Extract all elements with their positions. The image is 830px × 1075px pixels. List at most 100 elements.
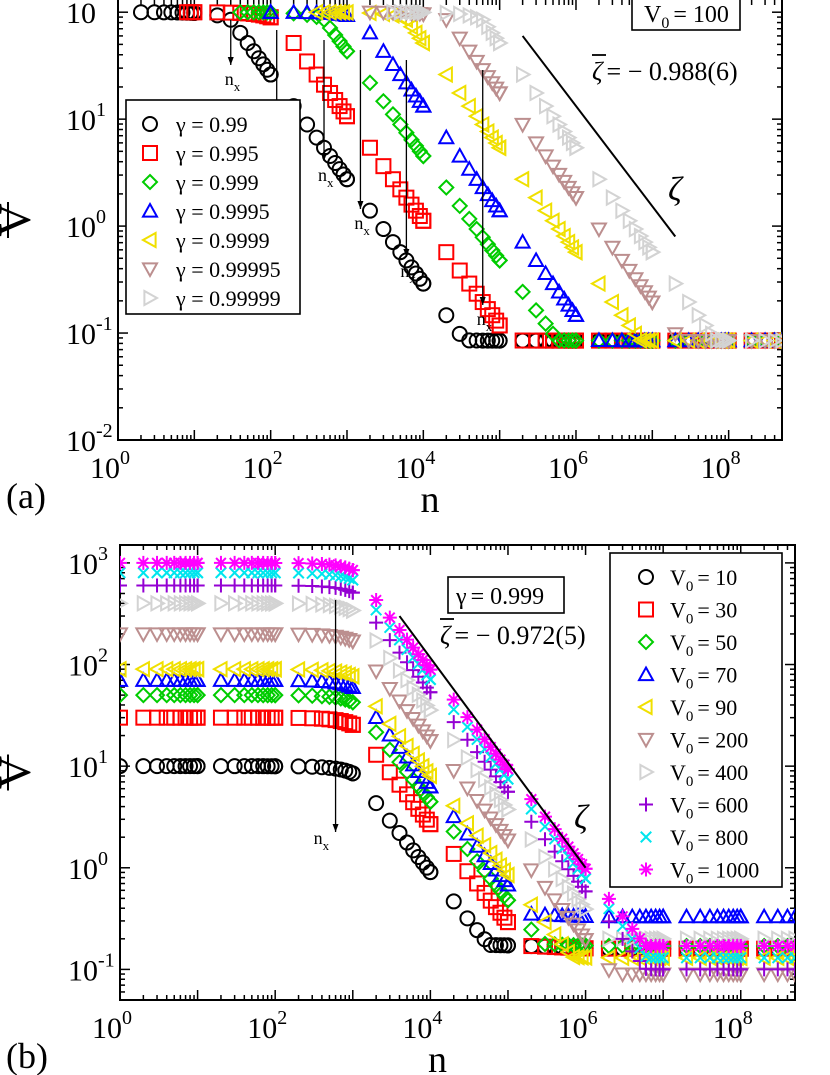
data-point-7	[615, 931, 630, 946]
nx-label: nx	[225, 69, 241, 94]
data-point-4	[444, 797, 461, 815]
data-point-5	[445, 764, 463, 780]
data-point-9	[470, 722, 485, 737]
data-point-6	[416, 3, 433, 22]
data-point-5	[499, 833, 517, 850]
data-point-8	[694, 951, 707, 964]
data-point-6	[575, 895, 592, 914]
data-point-7	[190, 578, 205, 593]
data-point-4	[367, 697, 383, 716]
data-point-6	[578, 900, 595, 918]
data-point-8	[292, 567, 305, 579]
data-point-0	[189, 758, 206, 775]
data-point-8	[731, 951, 744, 964]
data-point-6	[291, 594, 308, 613]
data-point-1	[120, 709, 128, 726]
data-point-2	[285, 4, 303, 22]
y-axis-label: V	[0, 203, 40, 236]
legend: γ = 0.99 γ = 0.995 γ = 0.999 γ = 0.9995 γ = …	[125, 99, 301, 315]
data-point-6	[548, 860, 564, 879]
data-point-6	[539, 97, 555, 115]
data-point-6	[615, 201, 632, 220]
data-point-5	[421, 734, 440, 750]
data-point-6	[136, 594, 153, 613]
data-point-9	[338, 560, 353, 575]
data-point-2	[514, 283, 532, 301]
data-point-9	[190, 555, 205, 570]
data-point-4	[262, 660, 279, 678]
legend-entry-6: V0 = 400	[670, 760, 748, 790]
data-point-3	[654, 907, 672, 924]
data-point-1	[381, 764, 398, 781]
data-point-0	[212, 758, 229, 775]
data-point-2	[560, 332, 578, 349]
data-point-7	[213, 578, 228, 593]
data-point-4	[486, 851, 503, 869]
data-point-3	[732, 907, 750, 924]
data-point-6	[768, 331, 782, 350]
nx-arrowhead	[357, 201, 364, 209]
data-point-8	[758, 951, 771, 964]
data-point-5	[390, 694, 409, 711]
data-point-5	[266, 627, 284, 644]
data-point-4	[785, 952, 795, 963]
data-point-4	[473, 115, 490, 134]
data-point-7	[555, 854, 570, 869]
data-point-1	[285, 34, 302, 51]
data-point-8	[151, 566, 163, 579]
legend-marker-5	[637, 732, 655, 749]
data-point-4	[613, 949, 630, 967]
legend-marker-3	[637, 665, 655, 682]
data-point-1	[189, 709, 206, 726]
data-point-1	[186, 709, 203, 726]
data-point-5	[212, 627, 230, 643]
data-point-2	[340, 692, 358, 710]
data-point-3	[225, 671, 244, 687]
y-tick-label: 101	[66, 99, 106, 137]
data-point-9	[392, 623, 407, 638]
data-point-4	[626, 325, 642, 343]
data-point-2	[165, 686, 183, 704]
data-point-9	[500, 762, 515, 777]
y-tick-label: 100	[68, 848, 108, 886]
data-point-5	[148, 627, 166, 643]
data-point-0	[418, 859, 435, 876]
data-point-0	[290, 758, 307, 775]
data-point-9	[305, 556, 320, 571]
data-point-6	[645, 243, 662, 261]
data-point-5	[134, 627, 153, 643]
data-point-7	[733, 962, 748, 977]
data-point-4	[334, 3, 351, 22]
data-point-0	[391, 824, 408, 841]
data-point-0	[445, 893, 462, 910]
data-point-5	[490, 86, 509, 103]
data-point-6	[484, 778, 500, 797]
data-point-9	[780, 938, 795, 953]
data-point-5	[522, 863, 541, 880]
data-point-8	[346, 573, 359, 586]
data-point-8	[228, 566, 241, 579]
data-point-0	[149, 758, 166, 775]
data-point-0	[459, 910, 476, 927]
data-point-6	[160, 594, 176, 613]
x-tick-label: 106	[548, 447, 588, 485]
data-point-7	[500, 784, 515, 799]
data-point-9	[268, 555, 283, 570]
data-point-6	[481, 18, 497, 36]
data-point-6	[178, 594, 195, 613]
data-point-6	[460, 748, 477, 767]
data-point-3	[691, 907, 709, 924]
data-point-3	[414, 97, 433, 113]
data-point-3	[332, 674, 350, 691]
data-point-9	[524, 792, 539, 807]
data-point-2	[243, 686, 261, 704]
data-point-3	[266, 671, 284, 687]
zeta-label: ζ	[574, 799, 590, 836]
data-point-4	[343, 667, 360, 686]
data-point-1	[459, 863, 476, 880]
data-point-6	[565, 134, 582, 152]
data-point-0	[438, 307, 455, 324]
data-point-4	[527, 188, 543, 207]
data-point-6	[710, 331, 726, 350]
data-point-1	[445, 845, 462, 862]
